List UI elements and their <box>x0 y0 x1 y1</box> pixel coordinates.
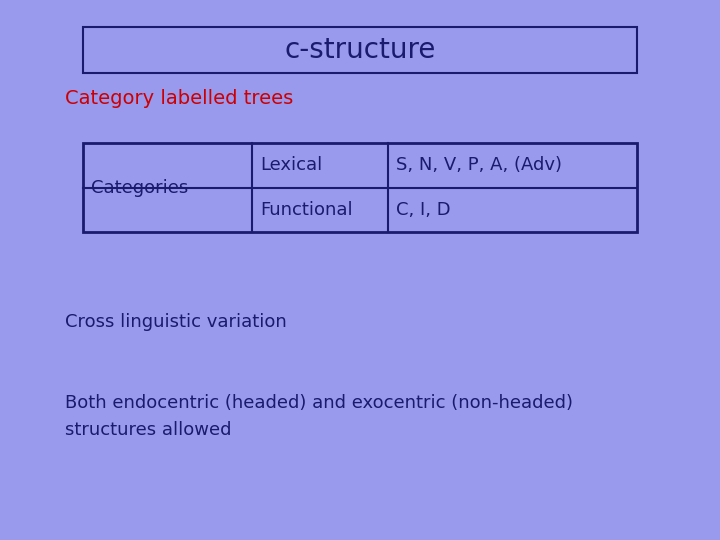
Text: C, I, D: C, I, D <box>396 201 451 219</box>
Text: Lexical: Lexical <box>261 157 323 174</box>
Text: Cross linguistic variation: Cross linguistic variation <box>65 313 287 331</box>
Text: S, N, V, P, A, (Adv): S, N, V, P, A, (Adv) <box>396 157 562 174</box>
Text: c-structure: c-structure <box>284 36 436 64</box>
Text: Functional: Functional <box>261 201 353 219</box>
FancyBboxPatch shape <box>83 27 637 73</box>
Text: Category labelled trees: Category labelled trees <box>65 89 293 108</box>
FancyBboxPatch shape <box>83 143 637 232</box>
Text: Both endocentric (headed) and exocentric (non-headed)
structures allowed: Both endocentric (headed) and exocentric… <box>65 394 573 438</box>
Text: Categories: Categories <box>91 179 189 197</box>
